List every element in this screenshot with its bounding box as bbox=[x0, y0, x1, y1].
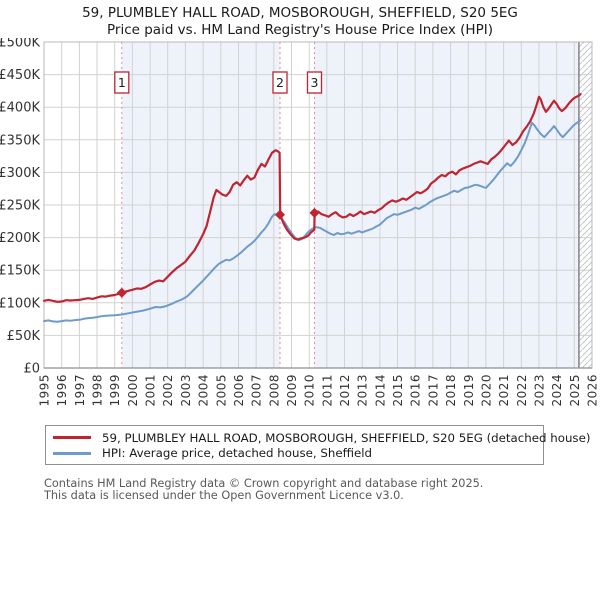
x-axis-label: 1999 bbox=[108, 374, 122, 407]
x-axis-label: 1995 bbox=[38, 374, 52, 407]
y-axis-label: £500K bbox=[0, 38, 40, 51]
x-axis-label: 2026 bbox=[586, 374, 600, 407]
x-axis-label: 2013 bbox=[356, 374, 370, 407]
x-axis-label: 2019 bbox=[462, 374, 476, 407]
x-axis-label: 2022 bbox=[515, 374, 529, 407]
price-line-swatch bbox=[53, 436, 91, 440]
sale-marker-box bbox=[306, 71, 323, 94]
x-axis-label: 2018 bbox=[444, 374, 458, 407]
y-axis-label: £150K bbox=[0, 264, 40, 279]
x-axis-label: 1998 bbox=[91, 374, 105, 407]
future-hatch-region bbox=[578, 42, 592, 368]
price-history-chart: 1 2 3 £0 £50K £100K £150K £200K £250K £300K £350K £… bbox=[0, 38, 600, 423]
y-axis-label: £0 bbox=[23, 362, 40, 377]
hpi-line bbox=[43, 119, 582, 323]
x-axis-label: 2012 bbox=[338, 374, 352, 407]
y-axis-label: £300K bbox=[0, 166, 40, 181]
x-axis-label: 2023 bbox=[533, 374, 547, 407]
x-axis-label: 2016 bbox=[409, 374, 423, 407]
x-axis-label: 2008 bbox=[267, 374, 281, 407]
y-axis-label: £450K bbox=[0, 68, 40, 83]
x-axis-label: 2014 bbox=[373, 374, 387, 407]
x-axis-label: 2007 bbox=[250, 374, 264, 407]
sale-marker-number: 1 bbox=[118, 75, 126, 90]
x-axis-label: 2004 bbox=[197, 374, 211, 407]
sale-marker-box bbox=[114, 71, 130, 94]
sale-point-dot bbox=[116, 287, 127, 298]
x-axis-label: 1996 bbox=[55, 374, 69, 407]
y-axis-label: £400K bbox=[0, 101, 40, 116]
hpi-line-swatch bbox=[53, 451, 91, 455]
y-axis-label: £250K bbox=[0, 199, 40, 214]
page-title: 59, PLUMBLEY HALL ROAD, MOSBOROUGH, SHEF… bbox=[82, 5, 518, 21]
legend-label: 59, PLUMBLEY HALL ROAD, MOSBOROUGH, SHEF… bbox=[102, 430, 591, 445]
footer-line2: This data is licensed under the Open Gov… bbox=[44, 488, 404, 502]
sale-marker-number: 3 bbox=[311, 75, 319, 90]
sale-marker-number: 2 bbox=[276, 75, 284, 90]
x-axis-label: 2020 bbox=[479, 374, 493, 407]
x-axis-label: 2011 bbox=[320, 374, 334, 407]
x-axis-label: 2000 bbox=[126, 374, 140, 407]
x-axis-label: 2001 bbox=[144, 374, 158, 407]
x-axis-label: 2002 bbox=[161, 374, 175, 407]
x-axis-label: 2021 bbox=[497, 374, 511, 407]
footer-line1: Contains HM Land Registry data © Crown c… bbox=[44, 477, 484, 490]
price-paid-line bbox=[42, 93, 582, 303]
chart-legend: 59, PLUMBLEY HALL ROAD, MOSBOROUGH, SHEF… bbox=[45, 425, 590, 465]
sale-point-dot bbox=[274, 209, 285, 220]
legend-label: HPI: Average price, detached house, Shef… bbox=[102, 446, 373, 461]
x-axis-label: 2015 bbox=[391, 374, 405, 407]
y-axis-label: £200K bbox=[0, 231, 40, 246]
y-axis-label: £350K bbox=[0, 133, 40, 148]
page-subtitle: Price paid vs. HM Land Registry's House … bbox=[107, 21, 493, 38]
x-axis-label: 2024 bbox=[550, 374, 564, 407]
x-axis-label: 2003 bbox=[179, 374, 193, 407]
x-axis-label: 2009 bbox=[285, 374, 299, 407]
x-axis-label: 2025 bbox=[568, 374, 582, 407]
x-axis-label: 1997 bbox=[73, 374, 87, 407]
legend-item: HPI: Average price, detached house, Shef… bbox=[53, 446, 535, 462]
y-axis-label: £100K bbox=[0, 296, 40, 311]
y-axis-label: £50K bbox=[7, 329, 41, 344]
x-axis-label: 2005 bbox=[214, 374, 228, 407]
sale-marker-box bbox=[272, 71, 288, 94]
x-axis-label: 2010 bbox=[303, 374, 317, 407]
x-axis-label: 2006 bbox=[232, 374, 246, 407]
sale-point-dot bbox=[309, 207, 320, 218]
attribution-footer: Contains HM Land Registry data © Crown c… bbox=[0, 478, 600, 501]
title-block: 59, PLUMBLEY HALL ROAD, MOSBOROUGH, SHEF… bbox=[0, 0, 600, 38]
x-axis-label: 2017 bbox=[426, 374, 440, 407]
legend-item: 59, PLUMBLEY HALL ROAD, MOSBOROUGH, SHEF… bbox=[53, 430, 590, 446]
